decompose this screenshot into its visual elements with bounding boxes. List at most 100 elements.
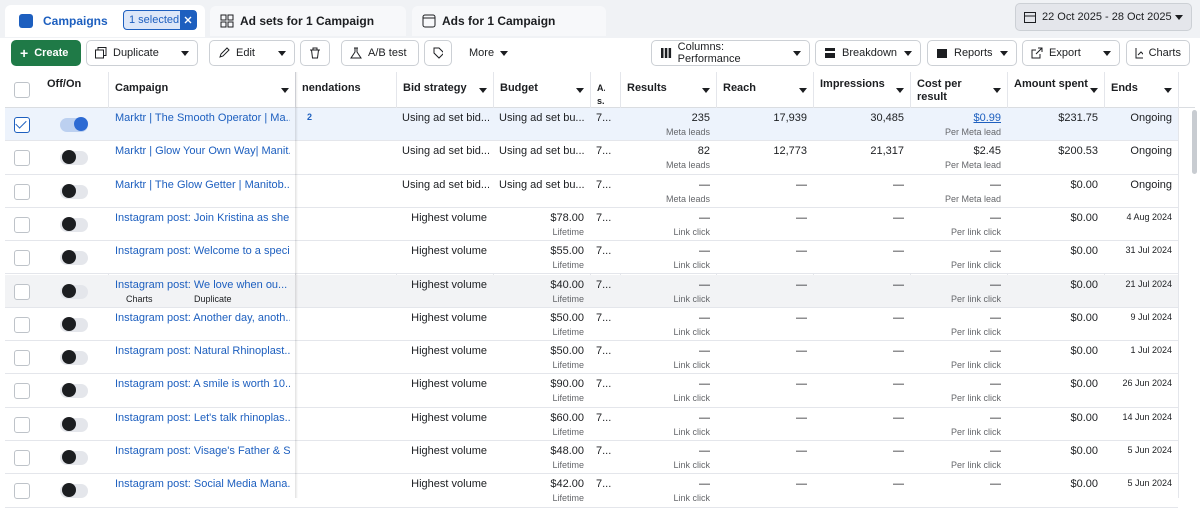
table-row[interactable] — [5, 441, 1178, 475]
budget-cell: $90.00 — [550, 378, 584, 391]
campaign-name[interactable]: Instagram post: Welcome to a speci... — [115, 245, 290, 258]
attribution-cell: 7... — [596, 211, 612, 224]
row-checkbox[interactable] — [14, 183, 30, 200]
ad-sets-tab[interactable]: Ad sets for 1 Campaign — [210, 6, 406, 36]
campaign-name[interactable]: Instagram post: We love when ou... — [115, 278, 288, 291]
campaign-name[interactable]: Instagram post: Visage's Father & S... — [115, 445, 290, 457]
button-label: Charts — [1148, 47, 1181, 59]
cell-note: Per Meta lead — [944, 127, 1001, 137]
row-checkbox[interactable] — [14, 450, 30, 466]
table-row[interactable] — [5, 241, 1178, 275]
row-checkbox[interactable] — [14, 316, 30, 333]
impressions-cell: — — [893, 345, 904, 358]
campaign-name[interactable]: Marktr | The Glow Getter | Manitob... — [115, 178, 290, 191]
campaign-name[interactable]: Instagram post: Social Media Mana... — [115, 478, 290, 491]
budget-cell: $78.00 — [550, 211, 584, 224]
select-all-checkbox[interactable] — [14, 82, 30, 98]
attribution-cell: 7... — [596, 245, 612, 258]
column-header[interactable]: nendations — [302, 82, 361, 94]
table-row[interactable] — [5, 274, 1178, 308]
cell-note: Meta leads — [665, 193, 710, 204]
column-header[interactable]: Off/On — [47, 78, 82, 90]
breakdown-button[interactable]: Breakdown — [815, 40, 921, 66]
row-checkbox[interactable] — [14, 216, 30, 233]
column-header[interactable]: Cost per result — [917, 78, 962, 103]
cell-note: Lifetime — [552, 260, 584, 271]
row-checkbox[interactable] — [14, 117, 30, 133]
export-button[interactable]: Export — [1022, 40, 1120, 66]
budget-cell: $50.00 — [550, 311, 584, 324]
row-checkbox[interactable] — [14, 383, 30, 400]
toggle-knob — [62, 350, 76, 365]
table-row[interactable] — [5, 207, 1178, 242]
row-action[interactable]: Duplicate — [194, 293, 232, 304]
campaign-name[interactable]: Instagram post: Natural Rhinoplast... — [115, 345, 290, 358]
ab-test-button[interactable]: A/B test — [341, 40, 419, 66]
dropdown-arrow — [1175, 15, 1183, 20]
table-row[interactable] — [5, 307, 1178, 342]
row-action[interactable]: Charts — [126, 293, 153, 304]
more-button[interactable]: More — [460, 40, 520, 66]
amount-spent-cell: $0.00 — [1070, 478, 1098, 491]
row-checkbox[interactable] — [14, 250, 30, 267]
delete-button[interactable] — [300, 40, 330, 66]
attribution-cell: 7... — [596, 278, 612, 291]
selected-pill[interactable]: 1 selected — [123, 10, 197, 30]
impressions-cell: — — [893, 245, 904, 258]
impressions-cell: — — [893, 211, 904, 224]
row-checkbox[interactable] — [14, 283, 30, 300]
table-row[interactable] — [5, 374, 1178, 408]
tag-button[interactable] — [424, 40, 452, 66]
cost-cell: — — [990, 411, 1001, 424]
row-checkbox[interactable] — [14, 416, 30, 433]
table-row[interactable] — [5, 174, 1178, 208]
campaigns-tab[interactable]: Campaigns 1 selected — [5, 5, 205, 37]
column-header[interactable]: Reach — [723, 82, 757, 94]
column-header[interactable]: Amount spent — [1014, 78, 1088, 90]
row-checkbox[interactable] — [14, 150, 30, 167]
date-picker[interactable]: 22 Oct 2025 - 28 Oct 2025 — [1015, 3, 1192, 31]
column-header[interactable]: Ends — [1111, 82, 1138, 94]
create-button[interactable]: + Create — [11, 40, 81, 66]
results-cell: 82 — [697, 145, 710, 158]
charts-button[interactable]: Charts — [1126, 40, 1190, 66]
column-header[interactable]: Campaign — [115, 82, 169, 94]
table-row[interactable] — [5, 141, 1178, 175]
campaign-name[interactable]: Instagram post: Another day, anoth... — [115, 311, 290, 324]
cost-cell: — — [990, 245, 1001, 258]
amount-spent-cell: $0.00 — [1070, 278, 1098, 291]
calendar-icon — [1024, 12, 1036, 23]
cell-note: Link click — [673, 460, 710, 470]
campaign-name[interactable]: Instagram post: Join Kristina as she... — [115, 211, 290, 224]
table-row[interactable] — [5, 341, 1178, 375]
button-label: A/B test — [368, 47, 407, 59]
row-checkbox[interactable] — [14, 483, 30, 500]
dropdown-arrow — [1000, 50, 1008, 56]
campaign-name[interactable]: Instagram post: Let's talk rhinoplas... — [115, 411, 290, 424]
column-header[interactable]: Impressions — [820, 78, 885, 90]
ends-cell: 9 Jul 2024 — [1130, 311, 1172, 322]
column-header[interactable]: Results — [627, 82, 667, 94]
column-header[interactable]: Bid strategy — [403, 82, 467, 94]
cost-cell: — — [990, 178, 1001, 191]
ads-tab[interactable]: Ads for 1 Campaign — [412, 6, 606, 36]
duplicate-button[interactable]: Duplicate — [86, 40, 198, 66]
column-header[interactable]: A... s... — [597, 83, 605, 106]
reach-cell: 17,939 — [773, 112, 807, 124]
campaign-name[interactable]: Instagram post: A smile is worth 10... — [115, 378, 290, 391]
bid-strategy-cell: Highest volume — [411, 378, 487, 391]
table-row[interactable] — [5, 407, 1178, 441]
campaign-name[interactable]: Marktr | Glow Your Own Way| Manit... — [115, 145, 290, 158]
clear-button[interactable] — [180, 11, 196, 29]
edit-button[interactable]: Edit — [209, 40, 295, 66]
attribution-cell: 7... — [596, 445, 612, 457]
row-checkbox[interactable] — [14, 350, 30, 367]
campaign-name[interactable]: Marktr | The Smooth Operator | Ma... — [115, 112, 290, 124]
selected-label: 1 selected — [129, 14, 180, 26]
column-header[interactable]: Budget — [500, 82, 538, 94]
cell-note: Per link click — [950, 393, 1001, 404]
clear-icon — [184, 16, 192, 24]
columns-button[interactable]: Columns: Performance — [651, 40, 810, 66]
reports-button[interactable]: Reports — [927, 40, 1017, 66]
table-row[interactable] — [5, 108, 1178, 142]
